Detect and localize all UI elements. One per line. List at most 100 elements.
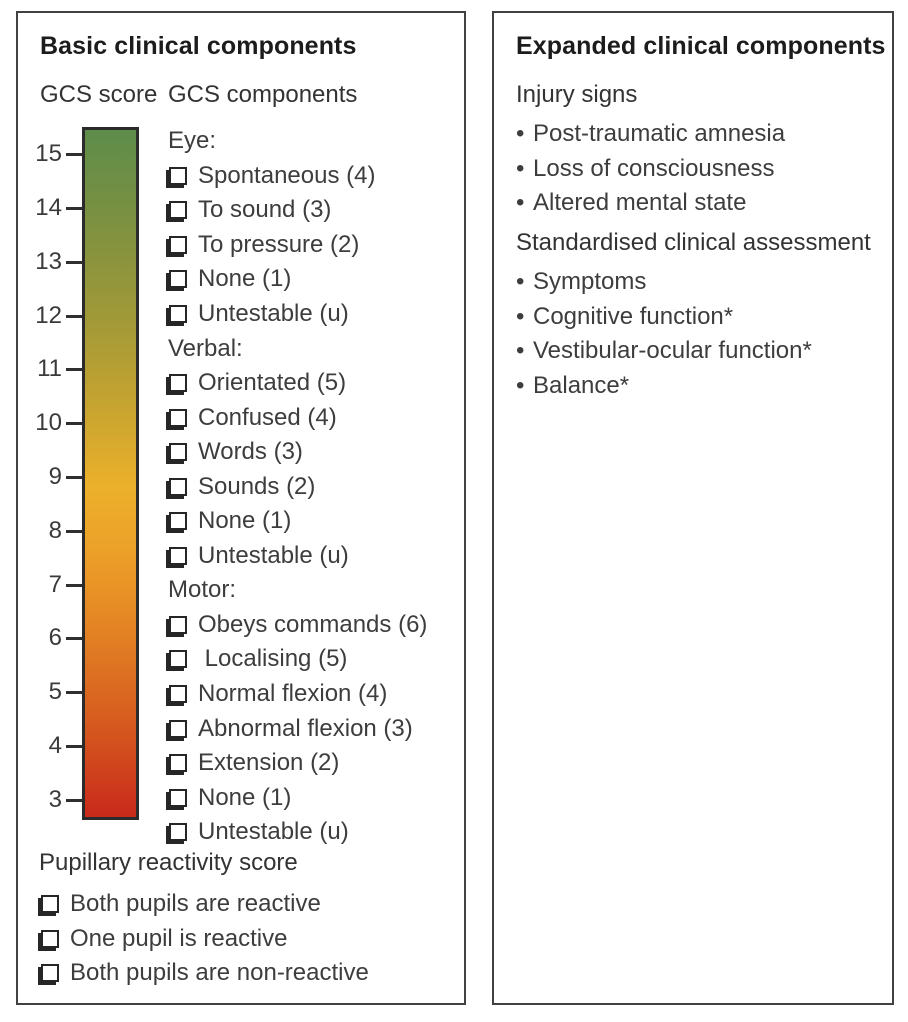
axis-tick-6: 6 — [18, 626, 82, 650]
checkbox-icon[interactable] — [169, 235, 187, 254]
checklist-item-label: Untestable (u) — [198, 818, 349, 846]
motor-heading-label: Motor: — [168, 576, 237, 604]
checklist-item-motor-localising: Localising (5) — [168, 642, 427, 677]
checklist-item-eye-to-pressure: To pressure (2) — [168, 228, 427, 263]
gcs-score-column-header: GCS score — [40, 81, 158, 108]
axis-tick-3: 3 — [18, 788, 82, 812]
checkbox-icon[interactable] — [169, 650, 187, 669]
checkbox-icon[interactable] — [169, 719, 187, 738]
checklist-item-label: None (1) — [198, 783, 292, 811]
axis-tick-11: 11 — [18, 357, 82, 381]
tick-label: 7 — [48, 571, 62, 598]
checklist-item-label: Normal flexion (4) — [198, 680, 388, 708]
checklist-item-motor-normal-flexion: Normal flexion (4) — [168, 677, 427, 712]
checkbox-icon[interactable] — [169, 201, 187, 220]
bullet-icon: • — [516, 268, 525, 296]
checklist-item-label: Spontaneous (4) — [198, 161, 376, 189]
checkbox-icon[interactable] — [41, 964, 59, 983]
checkbox-icon[interactable] — [169, 477, 187, 496]
bullet-item-symptoms: • Symptoms — [516, 265, 871, 300]
checklist-item-verbal-confused: Confused (4) — [168, 400, 427, 435]
injury-signs-section: Injury signs • Post-traumatic amnesia • Lo… — [516, 81, 785, 221]
tick-label: 4 — [48, 732, 62, 759]
standardised-assessment-section: Standardised clinical assessment • Sympto… — [516, 229, 871, 403]
bullet-item-loss-of-consciousness: • Loss of consciousness — [516, 152, 785, 187]
standardised-assessment-heading: Standardised clinical assessment — [516, 229, 871, 256]
checklist-item-motor-obeys-commands: Obeys commands (6) — [168, 608, 427, 643]
bullet-icon: • — [516, 120, 525, 148]
bullet-item-label: Altered mental state — [533, 189, 747, 217]
checkbox-icon[interactable] — [169, 823, 187, 842]
pupillary-checklist: Both pupils are reactive One pupil is re… — [40, 887, 369, 991]
tick-label: 5 — [48, 678, 62, 705]
tick-label: 3 — [48, 786, 62, 813]
checklist-item-eye-none: None (1) — [168, 262, 427, 297]
pupillary-reactivity-heading: Pupillary reactivity score — [39, 849, 298, 876]
bullet-item-cognitive-function: • Cognitive function* — [516, 300, 871, 335]
tick-mark — [66, 529, 82, 533]
checklist-item-label: Both pupils are reactive — [70, 890, 321, 918]
tick-mark — [66, 583, 82, 587]
tick-mark — [66, 421, 82, 425]
checklist-item-eye-untestable: Untestable (u) — [168, 297, 427, 332]
tick-label: 6 — [48, 624, 62, 651]
bullet-icon: • — [516, 302, 525, 330]
checkbox-icon[interactable] — [169, 305, 187, 323]
checklist-item-verbal-untestable: Untestable (u) — [168, 539, 427, 574]
checklist-item-label: Confused (4) — [198, 403, 337, 431]
checkbox-icon[interactable] — [169, 443, 187, 462]
bullet-item-vestibular-ocular-function: • Vestibular-ocular function* — [516, 334, 871, 369]
checkbox-icon[interactable] — [41, 895, 59, 914]
checkbox-icon[interactable] — [169, 374, 187, 393]
tick-mark — [66, 206, 82, 210]
checkbox-icon[interactable] — [169, 788, 187, 807]
checklist-item-eye-spontaneous: Spontaneous (4) — [168, 159, 427, 194]
checklist-item-motor-untestable: Untestable (u) — [168, 815, 427, 850]
motor-section-heading: Motor: — [168, 573, 427, 608]
axis-tick-12: 12 — [18, 304, 82, 328]
checkbox-icon[interactable] — [169, 685, 187, 704]
axis-tick-13: 13 — [18, 250, 82, 274]
verbal-section-heading: Verbal: — [168, 331, 427, 366]
checkbox-icon[interactable] — [169, 754, 187, 773]
checklist-item-label: Localising (5) — [198, 645, 348, 673]
checkbox-icon[interactable] — [169, 270, 187, 289]
tick-mark — [66, 367, 82, 371]
checklist-item-label: Abnormal flexion (3) — [198, 714, 413, 742]
checklist-item-verbal-none: None (1) — [168, 504, 427, 539]
verbal-heading-label: Verbal: — [168, 334, 243, 362]
eye-heading-label: Eye: — [168, 127, 217, 155]
bullet-item-balance: • Balance* — [516, 369, 871, 404]
checkbox-icon[interactable] — [169, 512, 187, 531]
bullet-icon: • — [516, 154, 525, 182]
bullet-item-label: Vestibular-ocular function* — [533, 337, 812, 365]
checklist-item-motor-abnormal-flexion: Abnormal flexion (3) — [168, 711, 427, 746]
axis-tick-10: 10 — [18, 411, 82, 435]
axis-tick-5: 5 — [18, 680, 82, 704]
bullet-item-post-traumatic-amnesia: • Post-traumatic amnesia — [516, 117, 785, 152]
checkbox-icon[interactable] — [169, 408, 187, 427]
checklist-item-label: Obeys commands (6) — [198, 610, 428, 638]
checklist-item-motor-extension: Extension (2) — [168, 746, 427, 781]
eye-section-heading: Eye: — [168, 124, 427, 159]
checklist-item-eye-to-sound: To sound (3) — [168, 193, 427, 228]
checkbox-icon[interactable] — [169, 546, 187, 565]
axis-tick-8: 8 — [18, 519, 82, 543]
checklist-item-both-pupils-reactive: Both pupils are reactive — [40, 887, 369, 922]
checkbox-icon[interactable] — [169, 615, 187, 634]
checklist-item-one-pupil-reactive: One pupil is reactive — [40, 922, 369, 957]
checklist-item-label: Untestable (u) — [198, 541, 349, 569]
checklist-item-both-pupils-non-reactive: Both pupils are non-reactive — [40, 956, 369, 991]
bullet-item-label: Symptoms — [533, 268, 647, 296]
tick-label: 15 — [35, 140, 62, 167]
tick-mark — [66, 690, 82, 694]
tick-mark — [66, 744, 82, 748]
expanded-panel-title: Expanded clinical components — [516, 32, 886, 60]
tick-mark — [66, 798, 82, 802]
checklist-item-label: One pupil is reactive — [70, 924, 288, 952]
checklist-item-label: To pressure (2) — [198, 230, 360, 258]
checkbox-icon[interactable] — [169, 166, 187, 185]
checklist-item-label: Words (3) — [198, 438, 303, 466]
checklist-item-verbal-sounds: Sounds (2) — [168, 469, 427, 504]
checkbox-icon[interactable] — [41, 929, 59, 948]
